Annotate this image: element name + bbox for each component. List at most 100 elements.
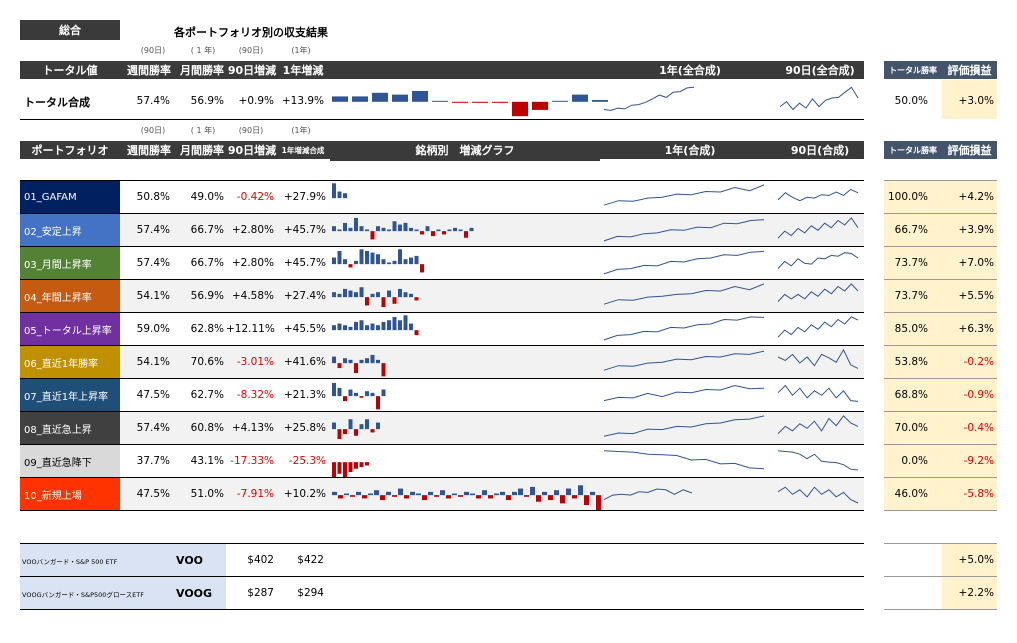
weekly-win: 57.4% — [136, 257, 170, 269]
y1-change: +41.6% — [283, 356, 326, 368]
total-col-chart-1y: 1年(全合成) — [659, 64, 721, 77]
bar — [386, 491, 391, 496]
bar — [420, 231, 424, 235]
bar — [343, 429, 347, 435]
total-header-label: トータル値 — [42, 64, 98, 77]
bar — [332, 96, 348, 102]
total-win: 68.8% — [894, 389, 928, 401]
bar — [343, 358, 347, 364]
divider — [884, 378, 997, 379]
bar — [584, 495, 589, 506]
divider — [20, 477, 864, 478]
bar — [524, 495, 529, 497]
sparkline-90d — [777, 188, 859, 202]
sparkline — [779, 86, 859, 111]
bar — [387, 262, 391, 265]
bar — [572, 94, 588, 102]
etf-desc: VOOGバンガード・S&P500グロースETF — [22, 591, 144, 599]
y1-change: +45.7% — [283, 257, 326, 269]
weekly-win: 54.1% — [136, 290, 170, 302]
bar — [337, 250, 342, 265]
divider — [884, 543, 997, 544]
divider — [20, 312, 864, 313]
bar — [440, 490, 445, 496]
sparkline-1y — [603, 250, 765, 275]
pnl: -9.2% — [963, 455, 994, 467]
weekly-win: 57.4% — [136, 224, 170, 236]
total-win: 73.7% — [894, 257, 928, 269]
sparkline — [603, 450, 765, 470]
bar — [370, 392, 375, 397]
bar — [414, 229, 419, 232]
bar — [542, 491, 547, 496]
portfolio-name: 10_新規上場 — [20, 478, 120, 510]
total-col-d90: 90日増減 — [227, 64, 277, 77]
monthly-win: 60.8% — [190, 422, 224, 434]
total-d90: +0.9% — [238, 95, 274, 107]
bar — [370, 293, 375, 298]
bar — [572, 495, 577, 499]
sparkline-1y — [603, 283, 765, 305]
bar — [332, 422, 336, 430]
pf-col-d90: 90日増減 — [227, 144, 277, 157]
sparkline — [603, 350, 765, 371]
sparkline-90d — [777, 252, 859, 269]
bar — [337, 387, 342, 397]
sparkline-90d — [777, 415, 859, 434]
stock-bar-chart — [332, 287, 419, 308]
etf-price-1: $402 — [247, 554, 274, 566]
bar — [348, 227, 353, 232]
weekly-win: 47.5% — [136, 389, 170, 401]
etf-name-cell — [20, 577, 226, 609]
bar — [359, 249, 364, 265]
bar — [548, 495, 553, 501]
etf-pnl: +2.2% — [958, 587, 994, 599]
weekly-win: 37.7% — [136, 455, 170, 467]
bar — [469, 227, 474, 232]
sparkline — [603, 384, 765, 402]
bar — [442, 231, 446, 235]
bar — [532, 101, 548, 110]
bar — [370, 354, 375, 364]
bar — [403, 292, 408, 298]
row-stripe — [20, 279, 864, 312]
note-d90: (90日) — [238, 46, 264, 55]
monthly-win: 62.7% — [190, 389, 224, 401]
etf-ticker: VOOG — [176, 587, 213, 600]
bar — [359, 320, 364, 331]
bar — [554, 490, 559, 496]
divider — [20, 444, 864, 445]
result-cell — [884, 345, 997, 378]
bar — [332, 226, 336, 232]
bar — [348, 359, 353, 364]
bar — [337, 363, 342, 369]
bar — [343, 325, 347, 331]
bar — [354, 429, 358, 436]
pf-col-bars: 銘柄別 増減グラフ — [415, 144, 515, 157]
sparkline — [603, 184, 765, 206]
divider — [20, 378, 864, 379]
stock-bar-chart — [332, 382, 386, 410]
bar — [350, 495, 355, 497]
bar — [452, 493, 457, 496]
weekly-win: 47.5% — [136, 488, 170, 500]
divider — [20, 411, 864, 412]
bar — [343, 288, 347, 298]
total-col-y1: 1年増減 — [282, 64, 324, 77]
divider — [20, 246, 864, 247]
stock-bar-chart — [332, 183, 347, 199]
bar — [476, 495, 481, 499]
bar — [434, 495, 439, 497]
portfolio-name: 09_直近急降下 — [20, 445, 120, 477]
note-weekly: (90日) — [140, 46, 166, 55]
bar — [530, 486, 535, 496]
d90-change: -0.42% — [236, 191, 274, 203]
bar — [398, 224, 402, 232]
etf-pnl-cell — [942, 577, 997, 609]
sparkline-1y — [603, 415, 765, 437]
bar — [536, 495, 541, 502]
divider — [884, 213, 997, 214]
d90-change: +4.13% — [231, 422, 274, 434]
sparkline-90d — [777, 283, 859, 302]
total-win: 53.8% — [894, 356, 928, 368]
